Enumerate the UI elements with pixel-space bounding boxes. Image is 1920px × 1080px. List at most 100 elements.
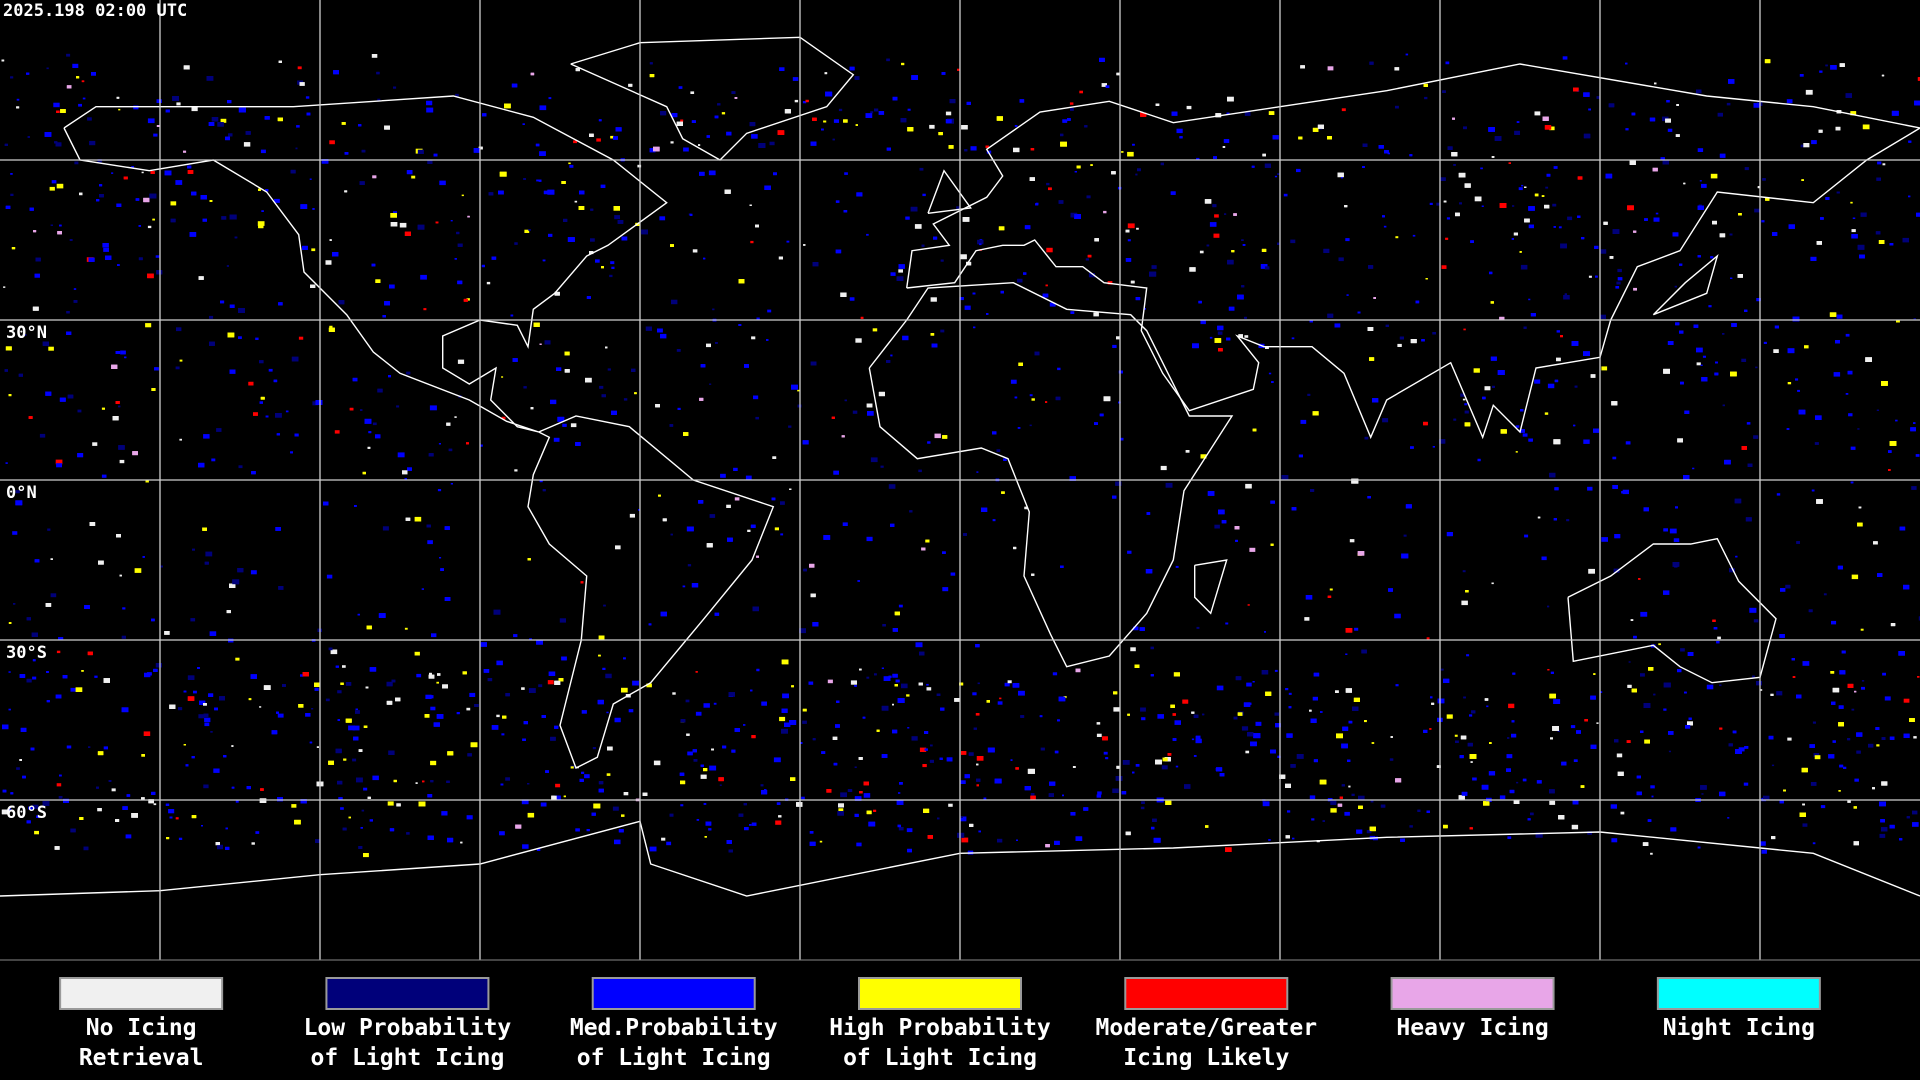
icing-pixel <box>1195 735 1201 740</box>
icing-pixel <box>823 120 827 123</box>
icing-pixel <box>1409 825 1413 828</box>
icing-pixel <box>450 483 453 485</box>
icing-pixel <box>145 323 152 328</box>
icing-pixel <box>890 523 895 527</box>
icing-pixel <box>1513 232 1518 236</box>
icing-pixel <box>440 568 444 571</box>
icing-pixel <box>5 346 12 351</box>
icing-pixel <box>122 607 126 610</box>
icing-pixel <box>919 167 924 171</box>
icing-pixel <box>131 166 134 168</box>
icing-pixel <box>482 113 487 117</box>
icing-pixel <box>275 527 281 531</box>
icing-pixel <box>610 261 615 265</box>
icing-pixel <box>271 730 278 735</box>
icing-pixel <box>414 651 420 656</box>
icing-pixel <box>728 692 735 697</box>
icing-pixel <box>1074 171 1077 173</box>
icing-pixel <box>202 218 207 222</box>
icing-pixel <box>343 758 347 761</box>
icing-pixel <box>809 841 816 846</box>
icing-pixel <box>580 581 584 584</box>
icing-pixel <box>522 123 525 125</box>
icing-pixel <box>596 138 601 142</box>
legend-label: of Light Icing <box>577 1045 771 1071</box>
icing-pixel <box>238 107 246 113</box>
icing-pixel <box>1394 613 1401 619</box>
icing-pixel <box>1076 165 1081 169</box>
icing-pixel <box>1851 574 1859 580</box>
icing-pixel <box>1875 727 1880 730</box>
icing-pixel <box>1247 732 1254 737</box>
icing-pixel <box>1179 136 1183 139</box>
icing-pixel <box>1049 781 1056 786</box>
icing-pixel <box>1530 812 1534 816</box>
icing-pixel <box>8 671 11 673</box>
icing-pixel <box>992 431 997 435</box>
icing-pixel <box>263 685 271 690</box>
icing-pixel <box>5 205 11 209</box>
icing-pixel <box>1612 485 1618 489</box>
icing-pixel <box>428 674 435 679</box>
icing-pixel <box>881 705 889 711</box>
icing-pixel <box>940 259 944 262</box>
icing-pixel <box>1405 504 1412 509</box>
icing-pixel <box>1764 59 1771 64</box>
icing-pixel <box>1811 140 1817 145</box>
icing-pixel <box>278 60 282 63</box>
icing-pixel <box>273 379 278 383</box>
icing-pixel <box>1030 793 1035 796</box>
icing-pixel <box>997 701 1003 705</box>
icing-pixel <box>421 588 424 590</box>
icing-pixel <box>1534 379 1541 384</box>
icing-pixel <box>1364 436 1369 440</box>
icing-pixel <box>1143 308 1146 310</box>
icing-pixel <box>1536 780 1542 784</box>
icing-pixel <box>1584 719 1588 722</box>
icing-pixel <box>265 189 269 192</box>
icing-pixel <box>189 232 197 237</box>
icing-pixel <box>977 239 984 245</box>
icing-pixel <box>738 279 745 284</box>
icing-pixel <box>1515 451 1518 453</box>
icing-pixel <box>773 172 777 176</box>
icing-pixel <box>1296 168 1301 173</box>
icing-pixel <box>323 501 329 506</box>
icing-pixel <box>1837 565 1843 570</box>
icing-pixel <box>296 125 300 128</box>
icing-pixel <box>1312 127 1319 132</box>
icing-pixel <box>372 422 377 426</box>
icing-pixel <box>1601 537 1608 542</box>
icing-pixel <box>776 802 781 805</box>
icing-pixel <box>35 257 41 262</box>
icing-pixel <box>1499 795 1506 800</box>
icing-pixel <box>330 649 338 655</box>
icing-pixel <box>1672 562 1680 567</box>
icing-pixel <box>960 780 966 784</box>
icing-pixel <box>214 707 218 711</box>
icing-pixel <box>147 118 155 124</box>
icing-pixel <box>456 231 460 235</box>
icing-pixel <box>545 770 549 773</box>
icing-pixel <box>714 115 719 119</box>
icing-pixel <box>769 141 775 146</box>
icing-pixel <box>1186 105 1192 110</box>
icing-pixel <box>1151 265 1157 269</box>
icing-pixel <box>454 416 457 418</box>
icing-pixel <box>328 760 334 765</box>
icing-pixel <box>328 327 335 332</box>
icing-pixel <box>1216 685 1224 691</box>
icing-pixel <box>72 63 79 68</box>
icing-pixel <box>1446 217 1450 220</box>
icing-pixel <box>4 369 8 372</box>
icing-pixel <box>1241 239 1244 241</box>
icing-pixel <box>1042 293 1049 298</box>
icing-pixel <box>726 840 732 844</box>
icing-pixel <box>277 797 283 802</box>
icing-pixel <box>724 189 731 194</box>
icing-pixel <box>1580 785 1585 788</box>
icing-pixel <box>680 719 686 723</box>
icing-pixel <box>345 682 352 686</box>
icing-pixel <box>1070 212 1078 218</box>
icing-pixel <box>1252 681 1255 683</box>
